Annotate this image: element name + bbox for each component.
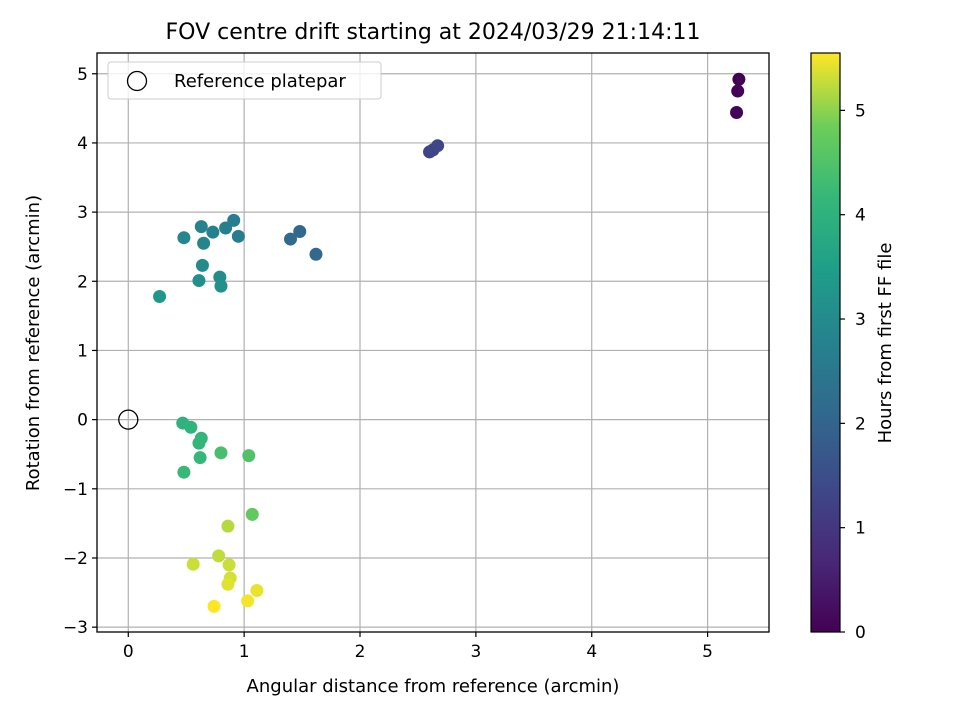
x-tick-label: 5 [702, 642, 713, 662]
colorbar: 0 1 2 3 4 5 Hours from first FF file [810, 52, 896, 643]
scatter-point [192, 274, 206, 288]
scatter-point [153, 289, 167, 303]
colorbar-tick-label: 4 [855, 206, 866, 226]
legend: Reference platepar [107, 61, 382, 100]
x-tick-label: 1 [239, 642, 250, 662]
colorbar-ticks: 0 1 2 3 4 5 [840, 101, 866, 643]
colorbar-tick-label: 3 [855, 310, 866, 330]
scatter-point [293, 224, 307, 238]
scatter-point [250, 583, 264, 597]
plot-area-frame [96, 52, 770, 633]
scatter-point [221, 519, 235, 533]
reference-point [118, 409, 139, 430]
y-tick-label: 5 [77, 65, 88, 85]
y-tick-label: −1 [63, 480, 88, 500]
scatter-point [222, 558, 236, 572]
scatter-point [283, 232, 297, 246]
scatter-point [221, 577, 235, 591]
scatter-point [206, 225, 220, 239]
colorbar-tick-label: 5 [855, 101, 866, 121]
legend-label-reference: Reference platepar [174, 71, 346, 92]
scatter-point [309, 247, 323, 261]
y-axis-ticks: −3 −2 −1 0 1 2 3 4 5 [63, 65, 97, 638]
scatter-point [732, 72, 746, 86]
scatter-point [242, 449, 256, 463]
x-tick-label: 2 [355, 642, 366, 662]
x-tick-label: 4 [586, 642, 597, 662]
scatter-point [219, 221, 233, 235]
x-axis-label: Angular distance from reference (arcmin) [247, 676, 620, 697]
scatter-point [241, 594, 255, 608]
grid [97, 53, 769, 632]
y-tick-label: 0 [77, 411, 88, 431]
legend-box [107, 61, 382, 100]
colorbar-tick-label: 0 [855, 623, 866, 643]
scatter-point [186, 557, 200, 571]
scatter-point [730, 105, 744, 119]
y-tick-label: −2 [63, 549, 88, 569]
colorbar-label: Hours from first FF file [875, 243, 896, 444]
scatter-point [177, 465, 191, 479]
scatter-point [227, 213, 241, 227]
legend-marker-reference [126, 70, 148, 92]
scatter-point [731, 84, 745, 98]
scatter-point [177, 231, 191, 245]
x-axis-ticks: 0 1 2 3 4 5 [123, 632, 713, 662]
scatter-point [212, 549, 226, 563]
colorbar-tick-label: 1 [855, 519, 866, 539]
scatter-point [193, 451, 207, 465]
scatter-point [192, 436, 206, 450]
scatter-point [194, 220, 208, 234]
x-tick-label: 0 [123, 642, 134, 662]
scatter-point [197, 236, 211, 250]
scatter-point [207, 599, 221, 613]
y-tick-label: 1 [77, 341, 88, 361]
y-axis-label: Rotation from reference (arcmin) [23, 195, 44, 491]
y-tick-label: −3 [63, 618, 88, 638]
scatter-point [214, 279, 228, 293]
y-tick-label: 4 [77, 134, 88, 154]
scatter-point [184, 420, 198, 434]
scatter-point [245, 507, 259, 521]
data-points [118, 72, 746, 613]
scatter-point [231, 229, 245, 243]
scatter-point [214, 446, 228, 460]
colorbar-gradient [810, 52, 841, 633]
scatter-point [195, 258, 209, 272]
chart-title: FOV centre drift starting at 2024/03/29 … [166, 20, 701, 45]
colorbar-tick-label: 2 [855, 414, 866, 434]
y-tick-label: 2 [77, 272, 88, 292]
scatter-point [431, 139, 445, 153]
x-tick-label: 3 [470, 642, 481, 662]
y-tick-label: 3 [77, 203, 88, 223]
